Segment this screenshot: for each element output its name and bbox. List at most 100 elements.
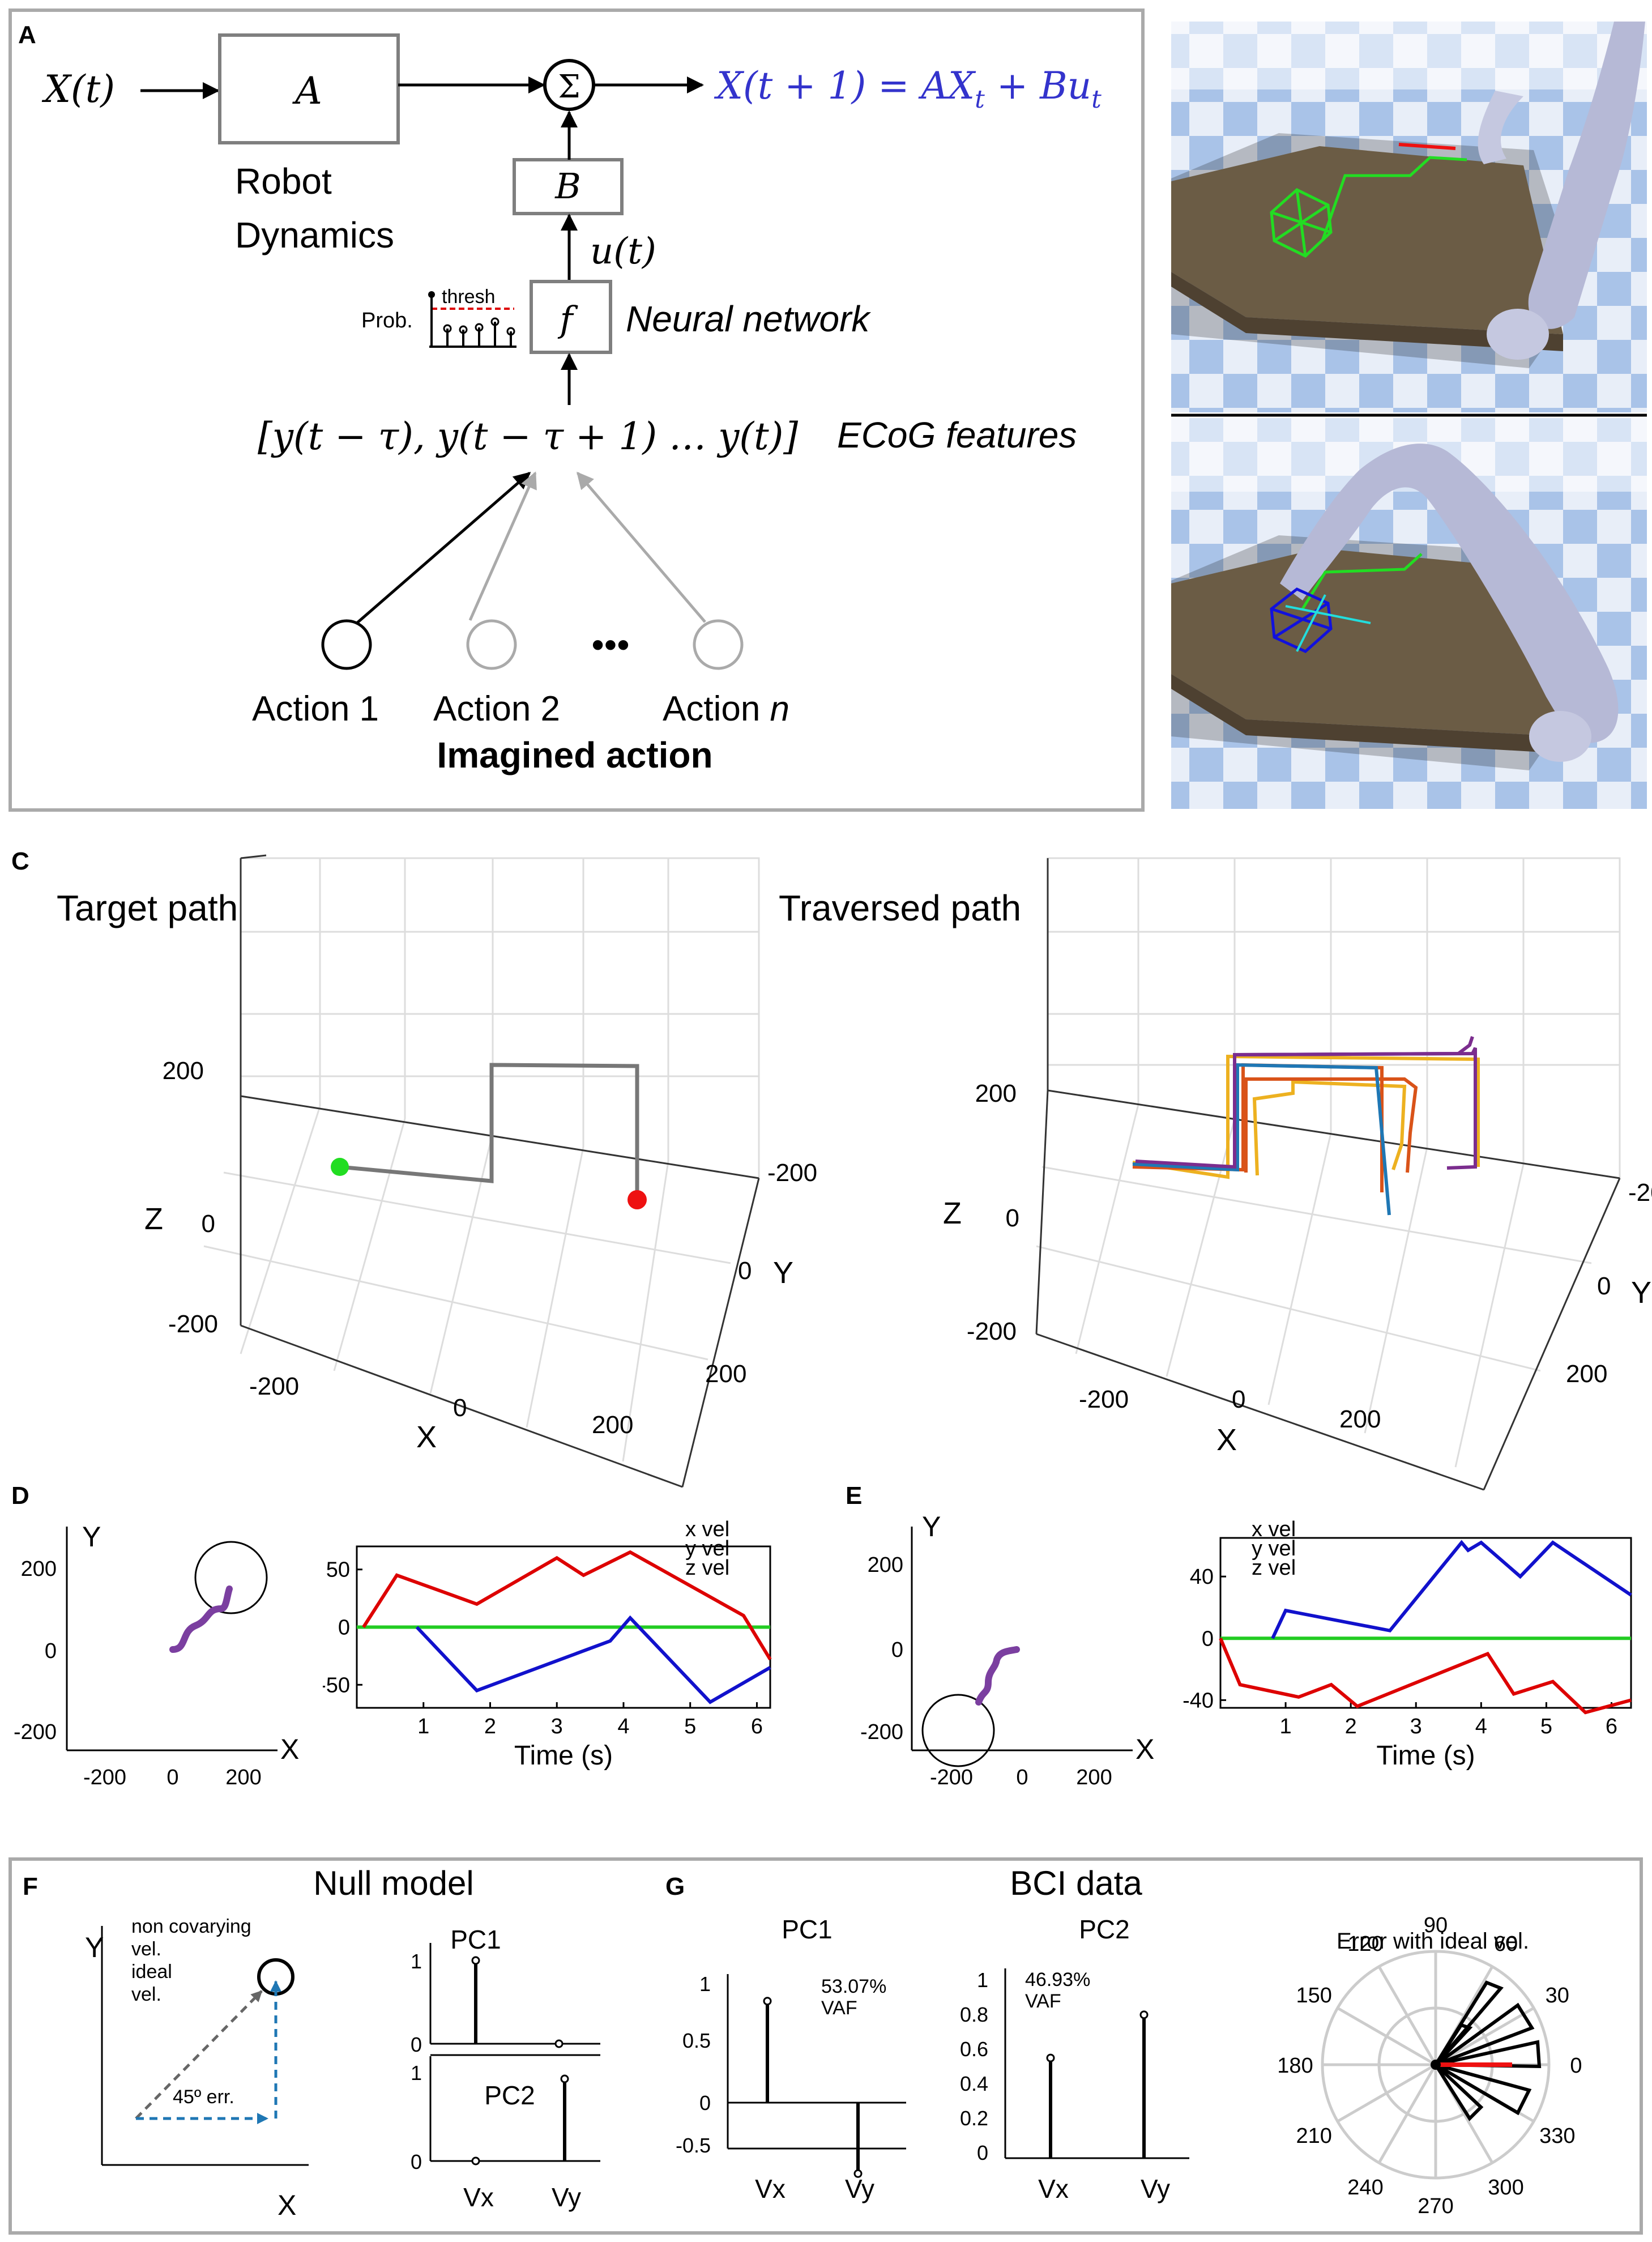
non-covarying-label: vel. <box>131 1938 161 1960</box>
action-2-node <box>466 619 517 670</box>
current-position-marker <box>1398 143 1456 150</box>
y-tick-label: 0 <box>338 1616 350 1640</box>
tick: 1 <box>411 2061 422 2085</box>
panel-letter-f: F <box>23 1873 38 1900</box>
x-tick-label: 6 <box>751 1715 763 1738</box>
bci-data-title: BCI data <box>1010 1864 1142 1902</box>
non-covarying-label: non covarying <box>131 1916 251 1937</box>
x-tick: -200 <box>1079 1386 1129 1413</box>
x-tick-label: 6 <box>1606 1715 1617 1738</box>
y-tick-label: 40 <box>1190 1565 1214 1589</box>
stem-head-Vx <box>471 2156 480 2166</box>
ellipsis-dots: ••• <box>591 624 629 665</box>
x-axis-label: X <box>278 2189 296 2221</box>
x-tick-label: 3 <box>551 1715 563 1738</box>
polar-angle-label: 60 <box>1494 1932 1518 1956</box>
y-axis-label: Y <box>922 1511 941 1542</box>
robot-arm <box>1528 22 1645 329</box>
control-input-label: u(t) <box>590 231 656 272</box>
traversed-trace <box>1244 1077 1418 1173</box>
polar-spoke <box>1435 2006 1535 2066</box>
x-tick: 0 <box>453 1394 467 1422</box>
pc1-vaf-value: 53.07% <box>821 1976 886 1997</box>
z-tick: -200 <box>168 1310 218 1338</box>
robot-dynamics-label-1: Robot <box>235 161 332 202</box>
y-tick-label: -50 <box>319 1673 350 1697</box>
matrix-b-label: B <box>554 165 581 207</box>
x-tick-label: 2 <box>1345 1715 1357 1738</box>
legend-entry: y vel <box>685 1537 729 1561</box>
ideal-vel-label: vel. <box>131 1984 161 2005</box>
target-circle <box>921 1694 995 1767</box>
y-tick: 200 <box>705 1360 746 1388</box>
tick: 0 <box>699 2091 711 2115</box>
x-tick-label: 1 <box>1280 1715 1292 1738</box>
y-tick: -200 <box>767 1159 817 1187</box>
bci-pc1-stem: PC1 53.07% VAF 1 0.5 0 -0.5 Vx Vy <box>676 1915 906 2203</box>
cursor-axis <box>1296 594 1326 652</box>
pc1-vaf-label: VAF <box>821 1997 857 2019</box>
series-line-x-vel <box>1219 1638 1632 1715</box>
rose-petal <box>1435 2002 1535 2066</box>
y-tick-label: 0 <box>1202 1627 1214 1651</box>
x-tick: 200 <box>1339 1405 1381 1433</box>
traversed-path-3d-frame <box>1035 858 1621 1491</box>
x-tick-label: 5 <box>1540 1715 1552 1738</box>
x-axis-label: X <box>1136 1733 1154 1765</box>
x-tick-label: 1 <box>417 1715 429 1738</box>
simulation-render-bottom <box>1171 418 1647 809</box>
x-tick: 200 <box>592 1411 633 1439</box>
x-tick: -200 <box>249 1373 299 1400</box>
target-path-line <box>1321 156 1467 241</box>
panel-e: E Y X 200 0 -200 -200 0 200 400-401 2 3 4 5 6… <box>846 1482 1632 1789</box>
z-tick: 200 <box>163 1057 204 1085</box>
sum-symbol: Σ <box>558 69 580 105</box>
panel-letter-d: D <box>11 1482 29 1510</box>
x-tick-label: 3 <box>1410 1715 1422 1738</box>
x-axis-label: Time (s) <box>1376 1741 1475 1771</box>
probability-threshold-inset: Prob. thresh <box>361 286 516 348</box>
legend-entry: x vel <box>685 1518 729 1541</box>
plot-frame <box>1219 1537 1632 1709</box>
panel-b: B <box>1171 22 1647 809</box>
vy-label: Vy <box>1141 2174 1170 2203</box>
panel-fg-frame <box>8 1857 1643 2235</box>
polar-angle-label: 0 <box>1570 2054 1582 2078</box>
vy-label: Vy <box>845 2174 874 2203</box>
thresh-label: thresh <box>442 286 496 308</box>
polar-angle-label: 330 <box>1539 2124 1575 2148</box>
series-line-x-vel <box>362 1550 772 1661</box>
polar-angle-label: 210 <box>1296 2124 1332 2148</box>
neural-network-label: Neural network <box>626 299 871 339</box>
prob-stem-head <box>506 327 515 336</box>
trajectory-path <box>169 1585 233 1653</box>
y-axis-label: Y <box>773 1256 793 1290</box>
panel-letter-a: A <box>18 21 36 49</box>
y-tick: 0 <box>45 1639 57 1663</box>
arrow-action-n <box>577 471 706 623</box>
ecog-features-label: ECoG features <box>837 415 1077 455</box>
y-tick: 200 <box>868 1553 903 1577</box>
cursor-axis <box>1285 605 1371 624</box>
x-axis-label: X <box>416 1420 437 1454</box>
simulation-render-top <box>1171 22 1647 412</box>
polar-angle-label: 30 <box>1546 1984 1569 2007</box>
x-tick: 0 <box>167 1766 178 1789</box>
tick: -0.5 <box>676 2134 711 2157</box>
x-tick: 200 <box>1076 1766 1112 1789</box>
x-tick-label: 2 <box>484 1715 496 1738</box>
tick: 0.4 <box>960 2072 988 2095</box>
tick: 0 <box>411 2033 422 2056</box>
z-tick: -200 <box>967 1318 1017 1345</box>
polar-angle-label: 270 <box>1418 2194 1453 2218</box>
target-path-3d-axes <box>203 857 760 1488</box>
stem-head-Vy <box>560 2074 569 2083</box>
tick: 0.5 <box>682 2029 711 2052</box>
polar-angle-label: 90 <box>1424 1913 1448 1937</box>
traversed-trace <box>1234 1036 1474 1056</box>
path-start-marker <box>331 1158 349 1176</box>
pc2-vaf-label: VAF <box>1025 1990 1061 2012</box>
panels-f-g: F G Null model Y X non covarying vel. id… <box>8 1857 1643 2235</box>
y-axis-label: Y <box>85 1932 104 1963</box>
traversed-path-title: Traversed path <box>779 888 1021 928</box>
